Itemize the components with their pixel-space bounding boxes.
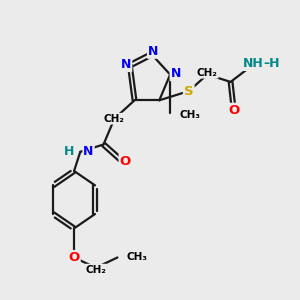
Text: O: O [229, 104, 240, 117]
Text: –H: –H [263, 57, 280, 70]
Text: N: N [121, 58, 131, 71]
Text: N: N [170, 67, 181, 80]
Text: O: O [68, 251, 80, 264]
Text: CH₃: CH₃ [179, 110, 200, 120]
Text: N: N [83, 145, 94, 158]
Text: N: N [148, 45, 158, 58]
Text: H: H [64, 145, 75, 158]
Text: S: S [184, 85, 194, 98]
Text: O: O [120, 154, 131, 167]
Text: CH₃: CH₃ [127, 253, 148, 262]
Text: CH₂: CH₂ [197, 68, 218, 78]
Text: NH: NH [243, 57, 264, 70]
Text: CH₂: CH₂ [85, 265, 106, 275]
Text: CH₂: CH₂ [104, 114, 125, 124]
